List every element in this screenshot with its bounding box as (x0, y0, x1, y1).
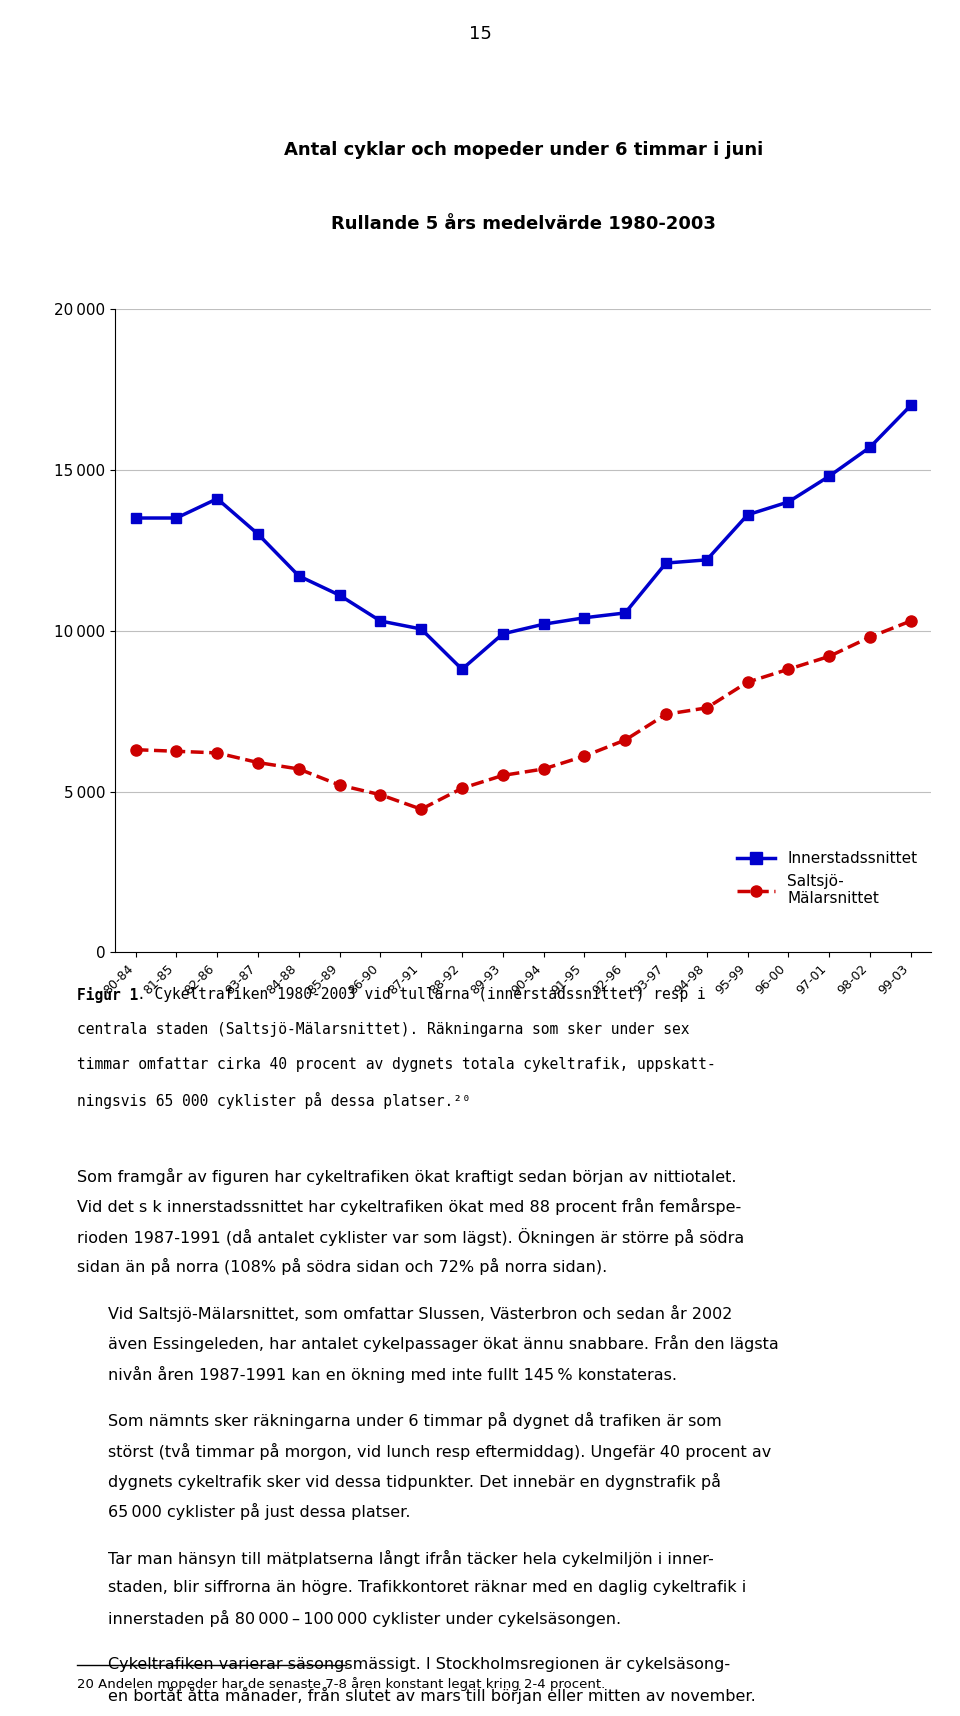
Text: sidan än på norra (108% på södra sidan och 72% på norra sidan).: sidan än på norra (108% på södra sidan o… (77, 1258, 607, 1275)
Text: Vid det s k innerstadssnittet har cykeltrafiken ökat med 88 procent från femårsp: Vid det s k innerstadssnittet har cykelt… (77, 1198, 741, 1215)
Text: rioden 1987-1991 (då antalet cyklister var som lägst). Ökningen är större på söd: rioden 1987-1991 (då antalet cyklister v… (77, 1229, 744, 1246)
Text: även Essingeleden, har antalet cykelpassager ökat ännu snabbare. Från den lägsta: även Essingeleden, har antalet cykelpass… (108, 1335, 780, 1352)
Text: nivån åren 1987-1991 kan en ökning med inte fullt 145 % konstateras.: nivån åren 1987-1991 kan en ökning med i… (108, 1366, 678, 1383)
Text: Tar man hänsyn till mätplatserna långt ifrån täcker hela cykelmiljön i inner-: Tar man hänsyn till mätplatserna långt i… (108, 1550, 714, 1567)
Text: störst (två timmar på morgon, vid lunch resp eftermiddag). Ungefär 40 procent av: störst (två timmar på morgon, vid lunch … (108, 1443, 772, 1460)
Text: Som nämnts sker räkningarna under 6 timmar på dygnet då trafiken är som: Som nämnts sker räkningarna under 6 timm… (108, 1412, 722, 1429)
Text: ningsvis 65 000 cyklister på dessa platser.²⁰: ningsvis 65 000 cyklister på dessa plats… (77, 1091, 470, 1109)
Text: Cykeltrafiken varierar säsongsmässigt. I Stockholmsregionen är cykelsäsong-: Cykeltrafiken varierar säsongsmässigt. I… (108, 1658, 731, 1671)
Text: 15: 15 (468, 26, 492, 43)
Text: staden, blir siffrorna än högre. Trafikkontoret räknar med en daglig cykeltrafik: staden, blir siffrorna än högre. Trafikk… (108, 1580, 747, 1596)
Text: en bortåt åtta månader, från slutet av mars till början eller mitten av november: en bortåt åtta månader, från slutet av m… (108, 1687, 756, 1704)
Text: Som framgår av figuren har cykeltrafiken ökat kraftigt sedan början av nittiotal: Som framgår av figuren har cykeltrafiken… (77, 1169, 736, 1184)
Text: centrala staden (Saltsjö-Mälarsnittet). Räkningarna som sker under sex: centrala staden (Saltsjö-Mälarsnittet). … (77, 1023, 689, 1036)
Text: Rullande 5 års medelvärde 1980-2003: Rullande 5 års medelvärde 1980-2003 (331, 214, 715, 233)
Text: 65 000 cyklister på just dessa platser.: 65 000 cyklister på just dessa platser. (108, 1503, 411, 1520)
Text: dygnets cykeltrafik sker vid dessa tidpunkter. Det innebär en dygnstrafik på: dygnets cykeltrafik sker vid dessa tidpu… (108, 1472, 722, 1489)
Legend: Innerstadssnittet, Saltsjö-
Mälarsnittet: Innerstadssnittet, Saltsjö- Mälarsnittet (731, 846, 924, 913)
Text: Vid Saltsjö-Mälarsnittet, som omfattar Slussen, Västerbron och sedan år 2002: Vid Saltsjö-Mälarsnittet, som omfattar S… (108, 1306, 732, 1323)
Text: Figur 1: Figur 1 (77, 987, 138, 1004)
Text: . Cykeltrafiken 1980-2003 vid tullarna (innerstadssnittet) resp i: . Cykeltrafiken 1980-2003 vid tullarna (… (137, 987, 706, 1002)
Text: timmar omfattar cirka 40 procent av dygnets totala cykeltrafik, uppskatt-: timmar omfattar cirka 40 procent av dygn… (77, 1057, 715, 1072)
Text: innerstaden på 80 000 – 100 000 cyklister under cykelsäsongen.: innerstaden på 80 000 – 100 000 cykliste… (108, 1610, 622, 1627)
Text: 20 Andelen mopeder har de senaste 7-8 åren konstant legat kring 2-4 procent.: 20 Andelen mopeder har de senaste 7-8 år… (77, 1677, 605, 1690)
Text: Antal cyklar och mopeder under 6 timmar i juni: Antal cyklar och mopeder under 6 timmar … (283, 141, 763, 160)
